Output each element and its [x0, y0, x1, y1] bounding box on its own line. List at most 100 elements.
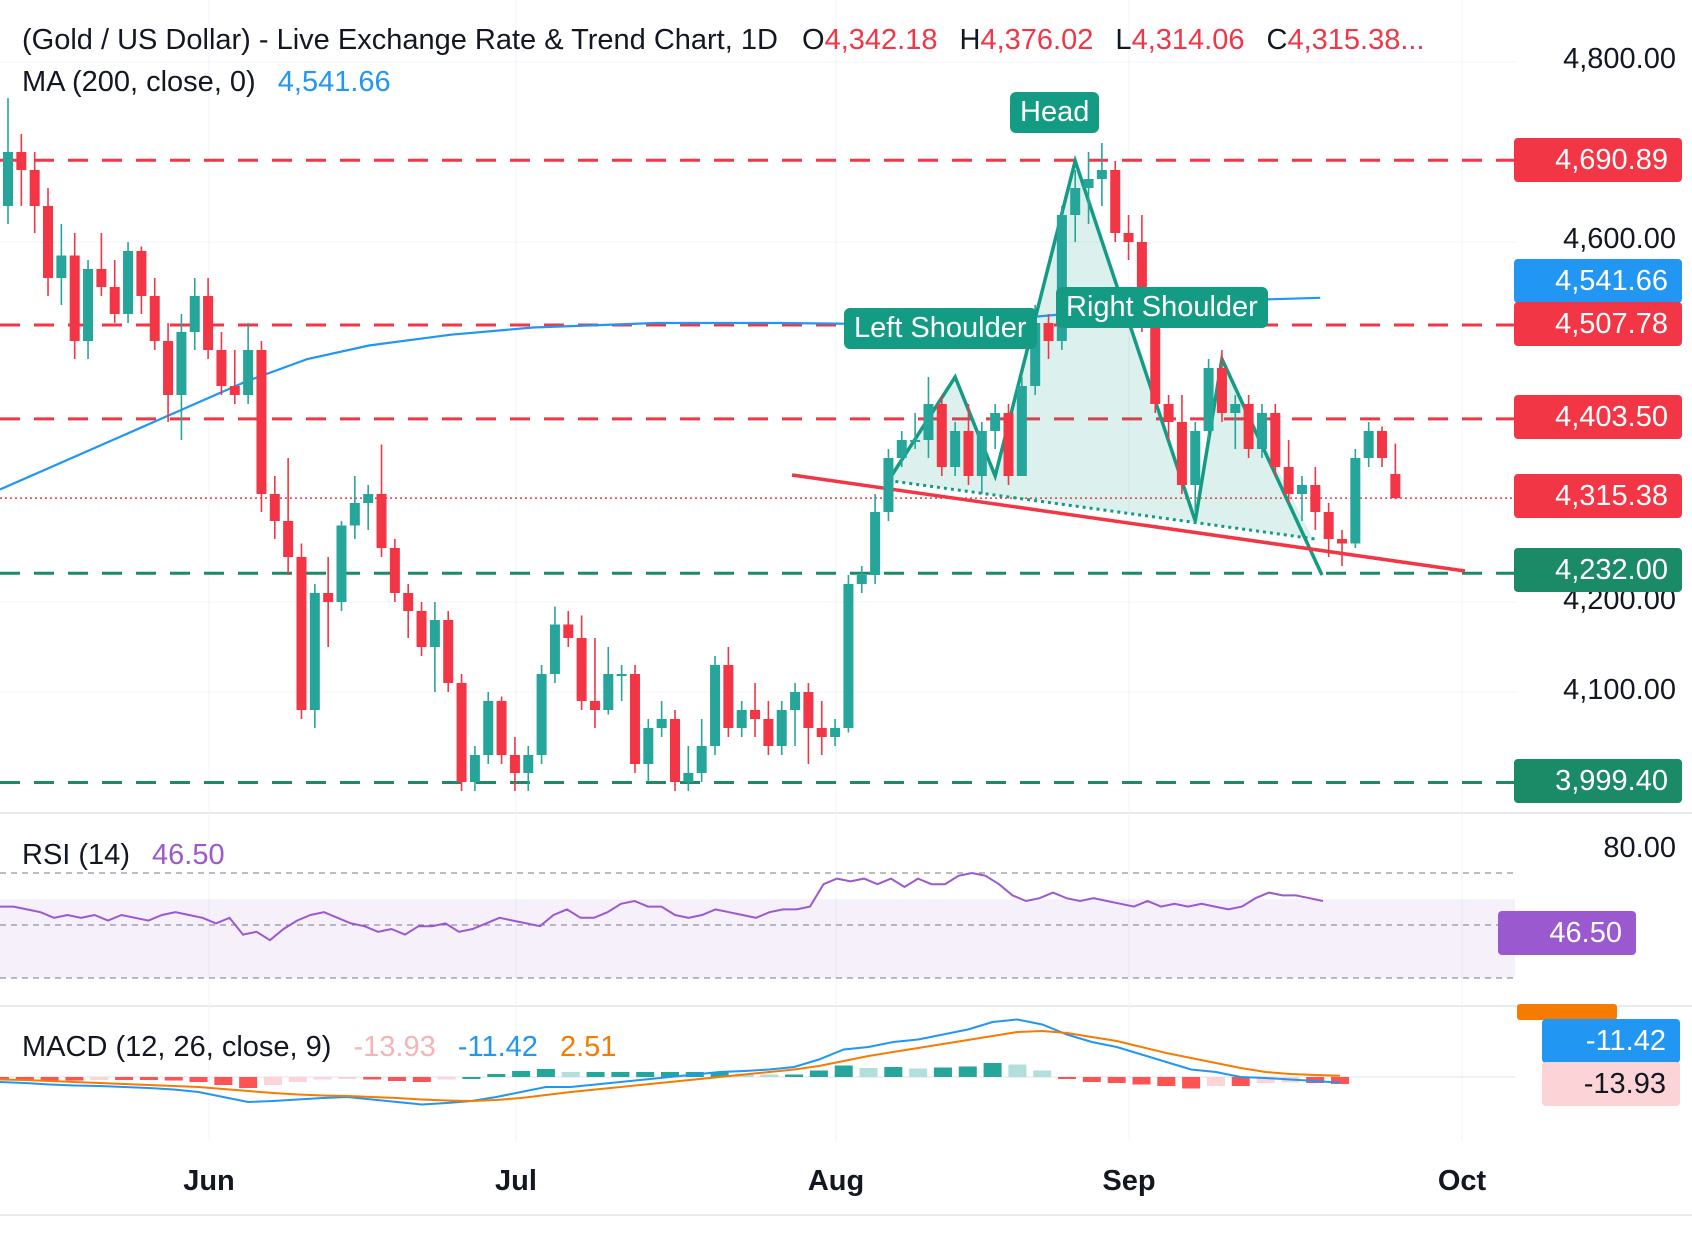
candle-body	[176, 332, 187, 395]
open-value: 4,342.18	[824, 24, 938, 56]
macd-histogram-bar	[412, 1077, 431, 1082]
candle-body	[830, 728, 841, 737]
macd-histogram-bar	[809, 1070, 828, 1077]
candle-body	[416, 611, 427, 647]
macd-histogram-bar	[909, 1068, 928, 1077]
candle-body	[1283, 467, 1294, 494]
macd-histogram-bar	[437, 1077, 456, 1080]
macd-label: MACD (12, 26, close, 9)	[22, 1031, 332, 1063]
candle-body	[509, 755, 520, 773]
macd-histogram-bar	[859, 1068, 878, 1077]
candle-body	[1270, 413, 1281, 467]
rsi-band	[0, 899, 1515, 978]
low-value: 4,314.06	[1131, 24, 1245, 56]
macd-histogram-bar	[363, 1077, 382, 1080]
candle-body	[1070, 188, 1081, 215]
macd-histogram-bar	[586, 1072, 605, 1077]
macd-hist-value: -13.93	[353, 1031, 436, 1063]
candle-body	[109, 287, 120, 314]
ohlc-header: (Gold / US Dollar) - Live Exchange Rate …	[22, 24, 1425, 57]
candle-body	[1043, 323, 1054, 341]
candle-body	[376, 494, 387, 548]
candle-body	[910, 440, 921, 442]
macd-signal-value: 2.51	[559, 1031, 617, 1063]
candle-body	[443, 620, 454, 683]
macd-histogram-bar	[288, 1077, 307, 1082]
macd-histogram-bar	[0, 1077, 9, 1080]
low-label: L	[1115, 24, 1132, 56]
macd-histogram-bar	[462, 1077, 481, 1079]
macd-histogram-bar	[710, 1072, 729, 1077]
pattern-label-head: Head	[1010, 92, 1100, 133]
candle-body	[1150, 323, 1161, 404]
macd-histogram-bar	[313, 1077, 332, 1080]
candle-body	[1163, 404, 1174, 422]
candle-body	[870, 512, 881, 575]
price-tick-4600: 4,600.00	[1563, 223, 1676, 255]
candle-body	[1337, 539, 1347, 544]
macd-histogram-bar	[239, 1077, 258, 1088]
high-value: 4,376.02	[980, 24, 1094, 56]
pattern-neckline	[888, 479, 1316, 541]
candle-body	[696, 746, 707, 773]
level-tag-ma: 4,541.66	[1514, 259, 1682, 303]
macd-histogram-bar	[139, 1077, 158, 1080]
open-label: O	[802, 24, 825, 56]
candle-body	[963, 431, 974, 476]
macd-histogram-bar	[1206, 1077, 1225, 1086]
macd-histogram-bar	[611, 1072, 630, 1077]
candle-body	[203, 296, 214, 350]
ma-label: MA (200, close, 0)	[22, 66, 256, 98]
macd-histogram-bar	[512, 1071, 531, 1077]
macd-histogram-bar	[1107, 1077, 1126, 1083]
month-label-jul: Jul	[495, 1165, 537, 1197]
macd-histogram-bar	[263, 1077, 282, 1085]
level-tag-4403: 4,403.50	[1514, 395, 1682, 439]
macd-histogram-bar	[1331, 1077, 1349, 1084]
close-value: 4,315.38...	[1287, 24, 1425, 56]
month-label-aug: Aug	[807, 1165, 865, 1197]
macd-histogram-bar	[958, 1066, 977, 1077]
candle-body	[1003, 413, 1014, 476]
candle-body	[323, 593, 334, 602]
macd-histogram-bar	[115, 1077, 134, 1080]
level-tag-4232: 4,232.00	[1514, 548, 1682, 592]
macd-histogram-bar	[1132, 1077, 1151, 1085]
symbol-title: (Gold / US Dollar) - Live Exchange Rate …	[22, 24, 778, 56]
macd-histogram-bar	[1058, 1077, 1077, 1079]
candle-body	[683, 773, 694, 782]
close-label: C	[1266, 24, 1288, 56]
candle-body	[363, 494, 374, 503]
candle-body	[1123, 233, 1134, 242]
candle-body	[243, 350, 254, 395]
price-tick-4100: 4,100.00	[1563, 674, 1676, 706]
candle-body	[1190, 431, 1201, 485]
macd-histogram-bar	[40, 1077, 59, 1081]
candle-body	[349, 503, 360, 526]
month-label-jun: Jun	[183, 1165, 235, 1197]
candle-body	[1083, 179, 1094, 188]
candle-body	[83, 269, 94, 341]
candle-body	[1323, 512, 1334, 539]
candle-body	[1310, 485, 1321, 512]
macd-histogram-bar	[884, 1067, 903, 1077]
candle-body	[1377, 431, 1388, 458]
candle-body	[1363, 431, 1374, 458]
descending-trendline	[791, 473, 1466, 573]
macd-histogram-bar	[1157, 1077, 1176, 1086]
macd-histogram-bar	[983, 1063, 1002, 1077]
candle-body	[56, 255, 67, 278]
candle-body	[990, 413, 1001, 431]
candle-body	[750, 710, 761, 719]
candle-body	[883, 458, 894, 512]
macd-line	[0, 1018, 1341, 1106]
level-tag-last-price: 4,315.38	[1514, 474, 1682, 518]
ma-legend: MA (200, close, 0) 4,541.66	[22, 66, 391, 99]
candle-body	[803, 692, 814, 728]
candle-body	[549, 624, 560, 674]
candle-body	[1136, 242, 1147, 323]
candle-body	[856, 575, 867, 584]
macd-histogram-bar	[65, 1077, 84, 1081]
macd-line-tag: -11.42	[1542, 1019, 1680, 1063]
candle-body	[1296, 485, 1307, 494]
